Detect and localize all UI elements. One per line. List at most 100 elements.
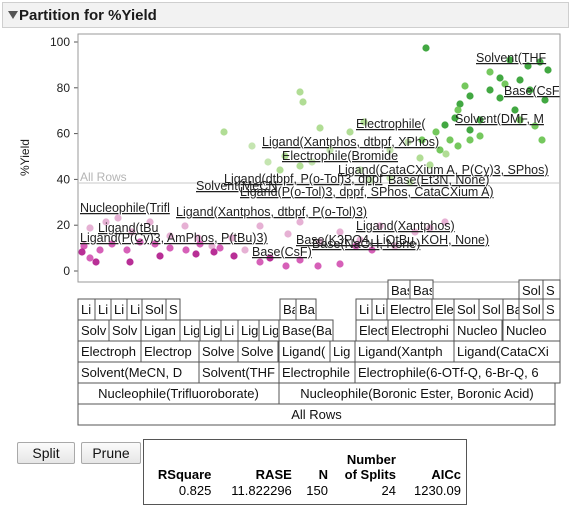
tree-node[interactable]: Solve — [198, 340, 239, 363]
data-point[interactable] — [326, 146, 334, 154]
data-point[interactable] — [78, 248, 86, 256]
data-point[interactable] — [314, 262, 322, 270]
data-point[interactable] — [538, 136, 546, 144]
tree-node[interactable]: Ele — [431, 298, 455, 321]
data-point[interactable] — [86, 254, 94, 262]
data-point[interactable] — [282, 262, 290, 270]
node-label[interactable]: Base(Et3N, None) — [388, 173, 489, 187]
data-point[interactable] — [451, 114, 459, 122]
tree-node[interactable]: Ligan — [140, 319, 181, 342]
data-point[interactable] — [422, 44, 430, 52]
data-point[interactable] — [230, 252, 238, 260]
data-point[interactable] — [524, 62, 532, 70]
tree-node[interactable]: Solvent(MeCN, D — [77, 361, 200, 384]
data-point[interactable] — [526, 86, 534, 94]
data-point[interactable] — [432, 128, 440, 136]
tree-node[interactable]: Ba — [295, 298, 317, 321]
node-label[interactable]: Ligand(Xantphos, dtbpf, XPhos) — [262, 135, 439, 149]
tree-node[interactable]: Electrophile — [278, 361, 356, 384]
data-point[interactable] — [426, 224, 434, 232]
data-point[interactable] — [86, 224, 94, 232]
data-point[interactable] — [454, 142, 462, 150]
data-point[interactable] — [356, 166, 364, 174]
data-point[interactable] — [496, 94, 504, 102]
data-point[interactable] — [456, 100, 464, 108]
data-point[interactable] — [531, 122, 539, 130]
tree-node[interactable]: Nucleo — [502, 319, 561, 342]
data-point[interactable] — [241, 246, 249, 254]
data-point[interactable] — [466, 136, 474, 144]
tree-node[interactable]: Li — [77, 298, 96, 321]
tree-node[interactable]: Ba — [279, 298, 300, 321]
data-point[interactable] — [308, 158, 316, 166]
data-point[interactable] — [336, 228, 344, 236]
data-point[interactable] — [181, 222, 189, 230]
data-point[interactable] — [256, 258, 264, 266]
tree-node[interactable]: Electrop — [140, 340, 200, 363]
data-point[interactable] — [276, 166, 284, 174]
data-point[interactable] — [406, 178, 414, 186]
node-label[interactable]: Solvent(DMF, M — [455, 112, 544, 126]
data-point[interactable] — [426, 161, 434, 169]
data-point[interactable] — [466, 126, 474, 134]
data-point[interactable] — [182, 246, 190, 254]
data-point[interactable] — [368, 246, 376, 254]
data-point[interactable] — [356, 236, 364, 244]
tree-node[interactable]: All Rows — [77, 403, 556, 426]
data-point[interactable] — [266, 254, 274, 262]
tree-node[interactable]: Solv — [77, 319, 110, 342]
node-label[interactable]: Ligand(P(o-Tol)3, dppf, SPhos, CataCXium… — [240, 185, 494, 199]
data-point[interactable] — [220, 128, 228, 136]
node-label[interactable]: Electrophile( — [356, 117, 426, 131]
data-point[interactable] — [296, 88, 304, 96]
tree-node[interactable]: S — [165, 298, 181, 321]
data-point[interactable] — [146, 218, 154, 226]
data-point[interactable] — [264, 158, 272, 166]
data-point[interactable] — [281, 152, 289, 160]
data-point[interactable] — [296, 256, 304, 264]
tree-node[interactable]: S — [542, 298, 561, 321]
disclosure-triangle-icon[interactable] — [8, 11, 18, 19]
data-point[interactable] — [366, 176, 374, 184]
prune-button[interactable]: Prune — [81, 442, 141, 464]
data-point[interactable] — [352, 242, 360, 250]
data-point[interactable] — [126, 258, 134, 266]
node-label[interactable]: Solvent(MeCN — [196, 179, 277, 193]
node-label[interactable]: Base(CsF — [504, 84, 560, 98]
data-point[interactable] — [123, 246, 131, 254]
data-point[interactable] — [194, 234, 202, 242]
data-point[interactable] — [486, 68, 494, 76]
data-point[interactable] — [216, 244, 224, 252]
data-point[interactable] — [166, 244, 174, 252]
tree-node[interactable]: Lig — [179, 319, 201, 342]
data-point[interactable] — [486, 86, 494, 94]
tree-node[interactable]: Sol — [518, 279, 544, 302]
data-point[interactable] — [346, 128, 354, 136]
tree-node[interactable]: Ligand(CataCXi — [453, 340, 561, 363]
tree-node[interactable]: Solv — [108, 319, 142, 342]
data-point[interactable] — [411, 228, 419, 236]
data-point[interactable] — [156, 252, 164, 260]
node-label[interactable]: Nucleophile(Trifl — [80, 201, 170, 215]
data-point[interactable] — [316, 238, 324, 246]
tree-node[interactable]: Sol — [453, 298, 480, 321]
data-point[interactable] — [296, 218, 304, 226]
data-point[interactable] — [466, 92, 474, 100]
data-point[interactable] — [516, 116, 524, 124]
data-point[interactable] — [208, 242, 216, 250]
tree-node[interactable]: S — [542, 279, 561, 302]
partition-tree[interactable]: Bas Bas Sol SLi Li Li Li Sol S Ba Ba Li Li Electro Ele… — [0, 0, 573, 430]
tree-node[interactable]: Electro — [386, 298, 433, 321]
data-point[interactable] — [299, 98, 307, 106]
data-point[interactable] — [436, 146, 444, 154]
data-point[interactable] — [544, 66, 552, 74]
data-point[interactable] — [441, 218, 449, 226]
data-point[interactable] — [418, 136, 426, 144]
data-point[interactable] — [92, 258, 100, 266]
data-point[interactable] — [461, 82, 469, 90]
tree-node[interactable]: Electroph — [77, 340, 142, 363]
data-point[interactable] — [210, 248, 218, 256]
tree-node[interactable]: Base(Ba — [278, 319, 334, 342]
data-point[interactable] — [136, 238, 144, 246]
tree-node[interactable]: Lig — [199, 319, 222, 342]
